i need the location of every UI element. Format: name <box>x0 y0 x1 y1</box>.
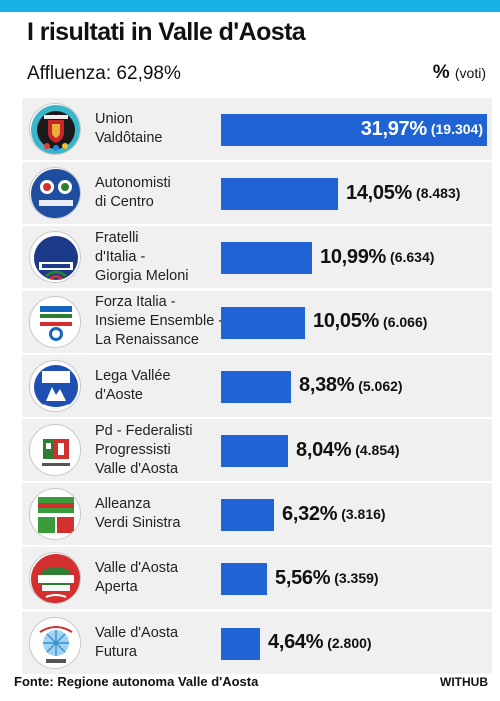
percent-label: 8,04% <box>296 438 352 461</box>
party-row: Lega Vallée d'Aoste 8,38% (5.062) <box>22 354 492 417</box>
party-name-line: Alleanza <box>95 496 151 513</box>
data-label: 31,97% (19.304) <box>361 98 483 160</box>
data-label: 6,32% (3.816) <box>282 483 386 545</box>
party-name: Pd - Federalisti Progressisti Valle d'Aost… <box>95 419 230 481</box>
bar <box>221 627 260 660</box>
party-name-line: d'Aoste <box>95 386 143 403</box>
data-label: 14,05% (8.483) <box>346 162 460 224</box>
fratelli-italia-logo <box>29 231 81 284</box>
party-name-line: Pd - Federalisti <box>95 422 193 439</box>
percent-label: 10,05% <box>313 310 380 333</box>
accent-top-bar <box>0 0 500 12</box>
vda-futura-logo <box>29 616 81 669</box>
votes-label: (2.800) <box>327 634 372 651</box>
source-note: Fonte: Regione autonoma Valle d'Aosta <box>14 674 259 689</box>
party-name-line: Verdi Sinistra <box>95 515 181 532</box>
data-label: 4,64% (2.800) <box>268 612 372 674</box>
party-name-line: Valdôtaine <box>95 130 163 146</box>
unit-symbol: % <box>432 62 450 83</box>
party-row: Forza Italia - Insieme Ensemble - La Renai… <box>22 290 492 353</box>
data-label: 8,04% (4.854) <box>296 419 400 481</box>
bar <box>221 242 312 275</box>
data-label: 10,99% (6.634) <box>320 226 434 288</box>
party-name-line: Union <box>95 111 133 127</box>
votes-label: (3.359) <box>334 570 379 587</box>
party-name-line: Lega Vallée <box>95 367 171 384</box>
bar <box>221 178 338 211</box>
party-name-line: Aperta <box>95 579 138 596</box>
party-row: Union Valdôtaine 31,97% (19.304) <box>22 98 492 160</box>
party-name-line: Futura <box>95 643 137 660</box>
brand-logo: WITHUB <box>440 675 488 689</box>
party-name-line: d'Italia - <box>95 248 146 265</box>
party-name-line: Autonomisti <box>95 175 171 192</box>
party-row: Pd - Federalisti Progressisti Valle d'Aost… <box>22 419 492 481</box>
votes-label: (4.854) <box>355 442 400 458</box>
party-name: Valle d'Aosta Aperta <box>95 547 230 609</box>
party-name: Forza Italia - Insieme Ensemble - La Renai… <box>95 291 230 353</box>
party-name: Autonomisti di Centro <box>95 162 230 224</box>
unit-sub: (voti) <box>454 65 486 81</box>
party-name-line: Fratelli <box>95 229 139 246</box>
party-name: Valle d'Aosta Futura <box>95 612 230 674</box>
party-name-line: Valle d'Aosta <box>95 624 179 641</box>
lega-logo <box>29 359 81 412</box>
party-name-line: Giorgia Meloni <box>95 267 189 284</box>
party-name-line: La Renaissance <box>95 332 199 349</box>
votes-label: (8.483) <box>416 185 461 202</box>
turnout-label: Affluenza: 62,98% <box>27 63 181 84</box>
avs-logo <box>29 488 81 541</box>
forza-italia-logo <box>29 295 81 348</box>
party-name-line: Progressisti <box>95 441 171 458</box>
party-row: Autonomisti di Centro 14,05% (8.483) <box>22 162 492 225</box>
union-valdotaine-logo <box>29 103 81 155</box>
votes-label: (6.066) <box>383 313 428 330</box>
percent-label: 10,99% <box>320 245 387 268</box>
party-name-line: Valle d'Aosta <box>95 560 179 577</box>
data-label: 10,05% (6.066) <box>313 291 427 353</box>
data-label: 8,38% (5.062) <box>299 355 403 417</box>
party-name: Alleanza Verdi Sinistra <box>95 483 230 545</box>
party-name-line: di Centro <box>95 194 154 211</box>
percent-label: 4,64% <box>268 631 324 654</box>
percent-label: 14,05% <box>346 181 413 204</box>
chart-title: I risultati in Valle d'Aosta <box>27 18 306 46</box>
party-name: Lega Vallée d'Aoste <box>95 355 230 417</box>
votes-label: (3.816) <box>341 506 386 523</box>
pd-logo <box>29 424 81 476</box>
bar <box>221 114 487 146</box>
party-name-line: Forza Italia - <box>95 294 176 311</box>
percent-label: 31,97% <box>360 117 427 140</box>
percent-label: 5,56% <box>275 566 331 589</box>
percent-label: 8,38% <box>299 374 355 397</box>
party-row: Valle d'Aosta Futura 4,64% (2.800) <box>22 611 492 674</box>
party-name-line: Insieme Ensemble - <box>95 313 224 330</box>
votes-label: (19.304) <box>430 121 483 137</box>
percent-label: 6,32% <box>282 502 338 525</box>
party-name: Fratelli d'Italia - Giorgia Meloni <box>95 226 230 288</box>
votes-label: (5.062) <box>358 377 403 394</box>
bar <box>221 306 305 339</box>
bar <box>221 435 288 467</box>
vda-aperta-logo <box>29 552 81 605</box>
centro-logo <box>29 167 81 220</box>
data-label: 5,56% (3.359) <box>275 547 379 609</box>
party-row: Fratelli d'Italia - Giorgia Meloni 10,99% (6… <box>22 226 492 289</box>
party-name: Union Valdôtaine <box>95 98 230 160</box>
bar <box>221 563 267 596</box>
bar <box>221 370 291 403</box>
votes-label: (6.634) <box>390 249 435 266</box>
party-row: Valle d'Aosta Aperta 5,56% (3.359) <box>22 547 492 610</box>
party-name-line: Valle d'Aosta <box>95 460 179 477</box>
unit-label: % (voti) <box>433 62 486 84</box>
bar <box>221 499 274 532</box>
party-row: Alleanza Verdi Sinistra 6,32% (3.816) <box>22 483 492 546</box>
